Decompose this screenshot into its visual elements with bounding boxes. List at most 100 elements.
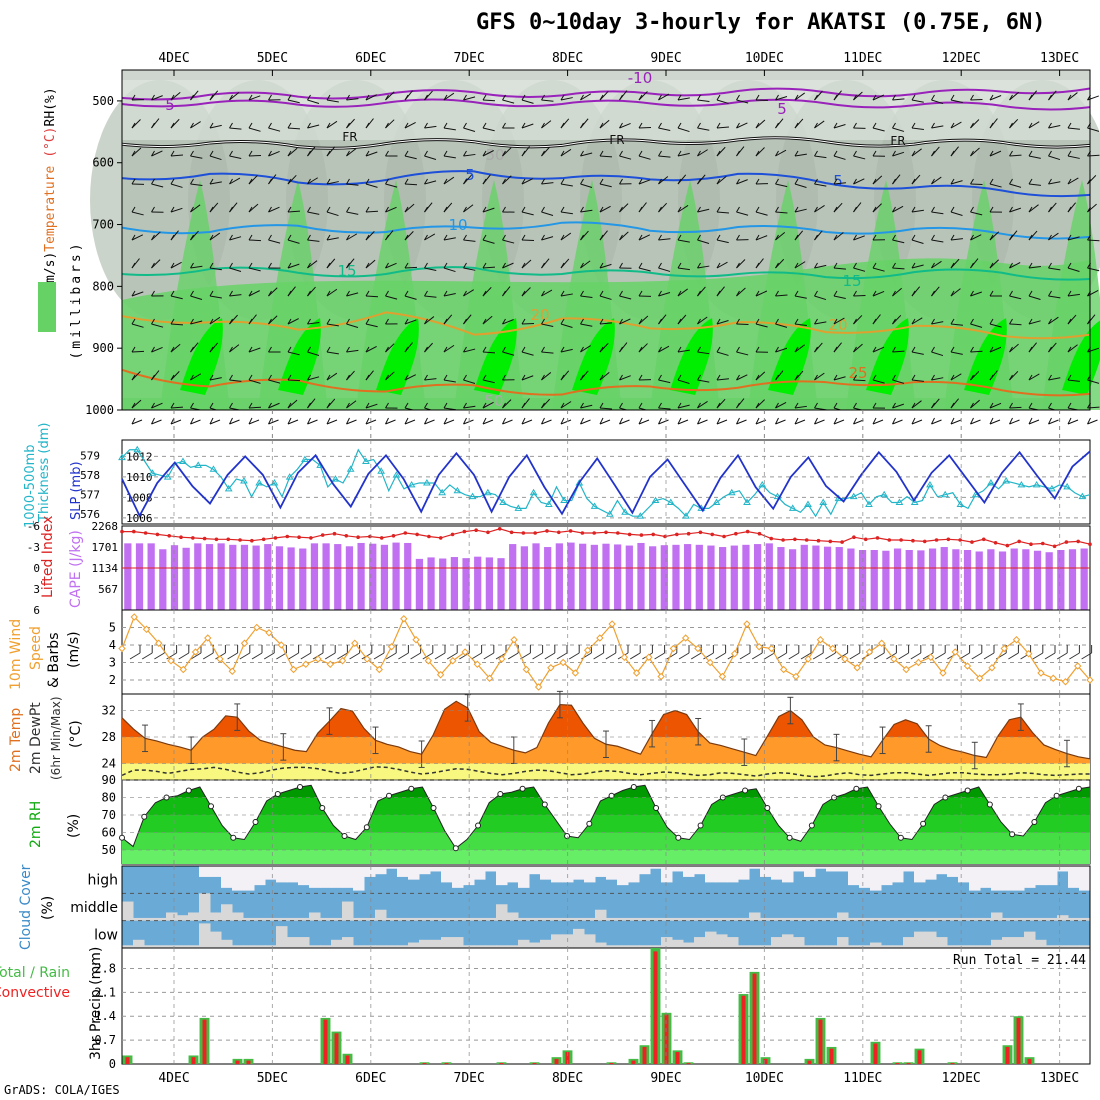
slp-ylabel: SLP (mb) [69,461,84,520]
wind-barb-feather [1087,417,1091,425]
wind-barb-feather [346,178,350,185]
wind-barb-feather [775,206,779,213]
cloud-high-clear [386,866,398,869]
cloud-high-clear [881,866,893,886]
upper-air-panel: -105 5FR FR FR5 5101515202025505050060070080… [38,69,1100,440]
precip-convective-bar [917,1050,922,1064]
li-marker [804,538,809,542]
li-marker [320,533,325,537]
wind-barb [209,124,222,129]
panel-frame [121,439,1091,525]
wind-barb [775,347,788,353]
precip-convective-bar [829,1048,834,1064]
cape-bar [240,544,249,610]
cloud-high-clear [474,866,486,880]
thickness-marker [392,471,401,478]
wind-barb-feather [248,290,253,297]
wind-barb [794,323,807,327]
wind-barb-feather [775,346,779,353]
cloud-low-bar [672,939,684,948]
wind-barb [638,315,649,325]
wind-barb-feather [1048,94,1052,101]
li-marker [675,532,679,537]
cloud-high-clear [1046,866,1058,886]
rh-marker [208,803,215,810]
wind-speed-marker [767,644,776,653]
wind-barb [434,652,446,660]
cloud-middle-bar [892,917,904,921]
wind-barb [697,99,710,103]
wind-barb [775,96,788,101]
cloud-middle-bar [166,912,178,921]
wind-speed-marker [730,650,739,658]
wind-speed-marker [387,643,396,651]
wind-barb [307,124,320,129]
wind-barb-feather [950,206,955,213]
cape-bar [835,547,843,610]
rh-marker [653,805,660,811]
temperature-area [122,701,1090,780]
cloud-low-bar [177,945,189,948]
wind-barb-feather [931,206,935,213]
wind-barb-feather [716,346,721,353]
cloud-middle-bar [925,917,937,921]
rh-band [122,832,1090,850]
wind-barb [229,419,240,425]
wind-barb [424,378,437,381]
wind-barb-feather [794,122,799,129]
wind-barb-feather [989,402,994,409]
wind-barb [287,379,301,382]
wind-barb [307,99,320,104]
wind-barb [483,652,495,660]
wind-barb-feather [541,318,545,325]
wind-barb-feather [872,346,877,353]
contour-fr-inner [121,137,1091,149]
thickness-marker [956,500,965,507]
wind-barb-feather [736,318,740,325]
cloud-high-clear [298,866,310,886]
wind-barb [736,179,748,185]
cloud-low-bar [683,942,695,948]
cloud-middle-bar [1035,917,1047,921]
precip-convective-bar [950,1062,955,1064]
wind-barb-feather [170,346,175,353]
wind-barb [1087,127,1100,132]
wind-barb-feather [560,262,565,269]
wind-barb [989,346,1002,353]
wind-speed-marker [694,644,702,653]
wind-barb-feather [931,346,935,353]
wind-barb [1028,183,1041,186]
wind-barb-feather [931,290,935,297]
cloud-middle-bar [386,917,398,921]
wind-speed-marker [755,643,763,651]
thickness-marker [1048,484,1056,492]
thickness-marker [529,488,538,496]
wind-barb [178,652,190,660]
wind-barb-feather [229,150,233,157]
wind-barb-feather [989,417,994,425]
temp-tick-label: 24 [102,756,116,770]
cloud-high-clear [243,866,255,891]
wind-barb [443,176,455,185]
cloud-high-clear [353,866,365,891]
wind-barb [326,99,339,103]
wind-barb [892,127,905,132]
wind-barb-feather [502,122,506,129]
wind-barb-feather [482,318,487,325]
cloud-low-bar [298,937,310,948]
contour-label: FR [342,130,357,144]
wind-barb-feather [151,234,155,241]
wind-barb [911,317,923,325]
wind-barb-feather [697,318,701,325]
wind-barb-feather [619,402,623,409]
precip-convective-bar [565,1052,570,1064]
wind-barb [764,652,775,660]
wind-barb [697,401,708,409]
wind-barb-feather [599,346,604,353]
wind-barb [931,321,944,325]
wind-speed-marker [645,653,653,661]
wind-barb [814,321,827,325]
wind-barb-feather [560,374,565,381]
wind-barb-feather [170,262,175,269]
wind-barb [794,183,807,189]
